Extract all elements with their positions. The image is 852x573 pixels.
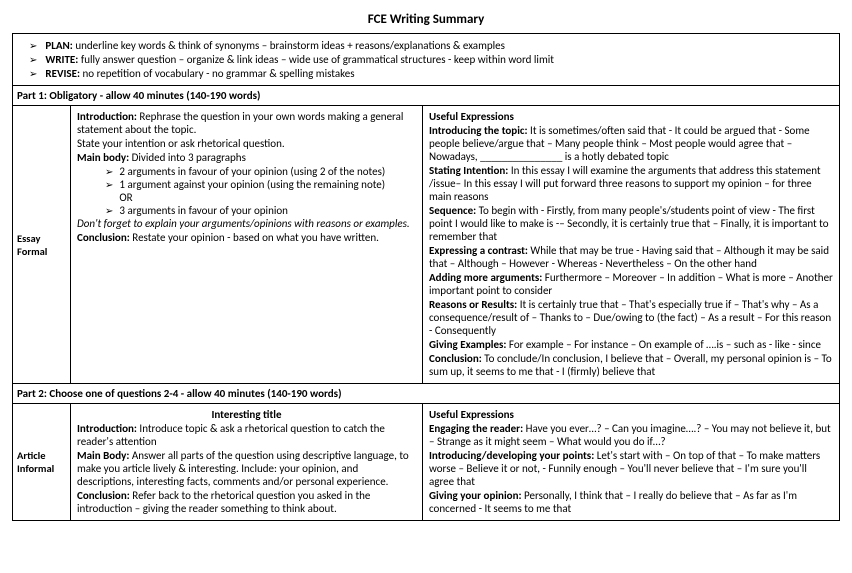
bullet-text: 2 arguments in favour of your opinion (u… — [119, 165, 385, 178]
part1-left-cell: Introduction: Rephrase the question in y… — [71, 106, 423, 383]
part1-row: Essay Formal Introduction: Rephrase the … — [13, 106, 839, 384]
part1-right-cell: Useful Expressions Introducing the topic… — [423, 106, 839, 383]
plan-line: ➢ WRITE: fully answer question – organiz… — [21, 53, 831, 66]
conclusion-label: Conclusion: — [77, 489, 130, 502]
useful-title: Useful Expressions — [429, 408, 514, 421]
document-table: ➢ PLAN: underline key words & think of s… — [12, 33, 840, 521]
contrast-label: Expressing a contrast: — [429, 244, 528, 257]
arrow-icon: ➢ — [105, 178, 113, 191]
mainbody-text: Divided into 3 paragraphs — [129, 151, 246, 164]
sub-bullet: ➢ 3 arguments in favour of your opinion — [105, 204, 416, 217]
bullet-text: OR — [119, 191, 132, 204]
plan-line: ➢ REVISE: no repetition of vocabulary - … — [21, 67, 831, 80]
part2-label-cell: Article Informal — [13, 404, 71, 520]
formal-label: Formal — [17, 245, 66, 258]
plan-box: ➢ PLAN: underline key words & think of s… — [13, 34, 839, 86]
concl-text: To conclude/In conclusion, I believe tha… — [429, 352, 832, 378]
plan-label: PLAN: — [45, 39, 72, 52]
reasons-label: Reasons or Results: — [429, 298, 517, 311]
arrow-icon: ➢ — [29, 39, 37, 52]
plan-text: fully answer question – organize & link … — [81, 53, 554, 66]
bullet-text: 1 argument against your opinion (using t… — [119, 178, 385, 191]
concl-label: Conclusion: — [429, 352, 482, 365]
page-title: FCE Writing Summary — [12, 12, 840, 27]
plan-label: WRITE: — [45, 53, 78, 66]
topic-label: Introducing the topic: — [429, 124, 528, 137]
plan-line: ➢ PLAN: underline key words & think of s… — [21, 39, 831, 52]
arrow-icon: ➢ — [105, 165, 113, 178]
sub-bullet: ➢ 1 argument against your opinion (using … — [105, 178, 416, 191]
mainbody-label: Main body: — [77, 151, 129, 164]
intro-text2: State your intention or ask rhetorical q… — [77, 137, 416, 150]
mainbody-label: Main Body: — [77, 449, 129, 462]
intent-label: Stating Intention: — [429, 164, 508, 177]
essay-label: Essay — [17, 232, 66, 245]
conclusion-label: Conclusion: — [77, 231, 130, 244]
article-label: Article — [17, 449, 66, 462]
dont-forget: Don't forget to explain your arguments/o… — [77, 217, 416, 230]
opinion-label: Giving your opinion: — [429, 489, 522, 502]
engage-label: Engaging the reader: — [429, 422, 523, 435]
examples-label: Giving Examples: — [429, 338, 506, 351]
part1-label-cell: Essay Formal — [13, 106, 71, 383]
informal-label: Informal — [17, 462, 66, 475]
adding-label: Adding more arguments: — [429, 271, 542, 284]
intro-label: Introduction: — [77, 110, 137, 123]
examples-text: For example – For instance – On example … — [506, 338, 821, 351]
intro-label: Introduction: — [77, 422, 137, 435]
part2-right-cell: Useful Expressions Engaging the reader: … — [423, 404, 839, 520]
plan-label: REVISE: — [45, 67, 80, 80]
part2-header: Part 2: Choose one of questions 2-4 - al… — [13, 384, 839, 404]
arrow-icon: ➢ — [105, 204, 113, 217]
seq-text: To begin with - Firstly, from many peopl… — [429, 204, 829, 243]
sub-bullet: ➢ 2 arguments in favour of your opinion (… — [105, 165, 416, 178]
arrow-icon: ➢ — [29, 53, 37, 66]
plan-text: underline key words & think of synonyms … — [75, 39, 505, 52]
interesting-title: Interesting title — [77, 408, 416, 421]
seq-label: Sequence: — [429, 204, 476, 217]
develop-label: Introducing/developing your points: — [429, 449, 594, 462]
part2-row: Article Informal Interesting title Intro… — [13, 404, 839, 520]
plan-text: no repetition of vocabulary - no grammar… — [83, 67, 355, 80]
sub-bullet: ➢OR — [105, 191, 416, 204]
bullet-text: 3 arguments in favour of your opinion — [119, 204, 288, 217]
useful-title: Useful Expressions — [429, 110, 514, 123]
part1-header: Part 1: Obligatory - allow 40 minutes (1… — [13, 86, 839, 106]
arrow-icon: ➢ — [29, 67, 37, 80]
conclusion-text: Restate your opinion - based on what you… — [130, 231, 379, 244]
part2-left-cell: Interesting title Introduction: Introduc… — [71, 404, 423, 520]
